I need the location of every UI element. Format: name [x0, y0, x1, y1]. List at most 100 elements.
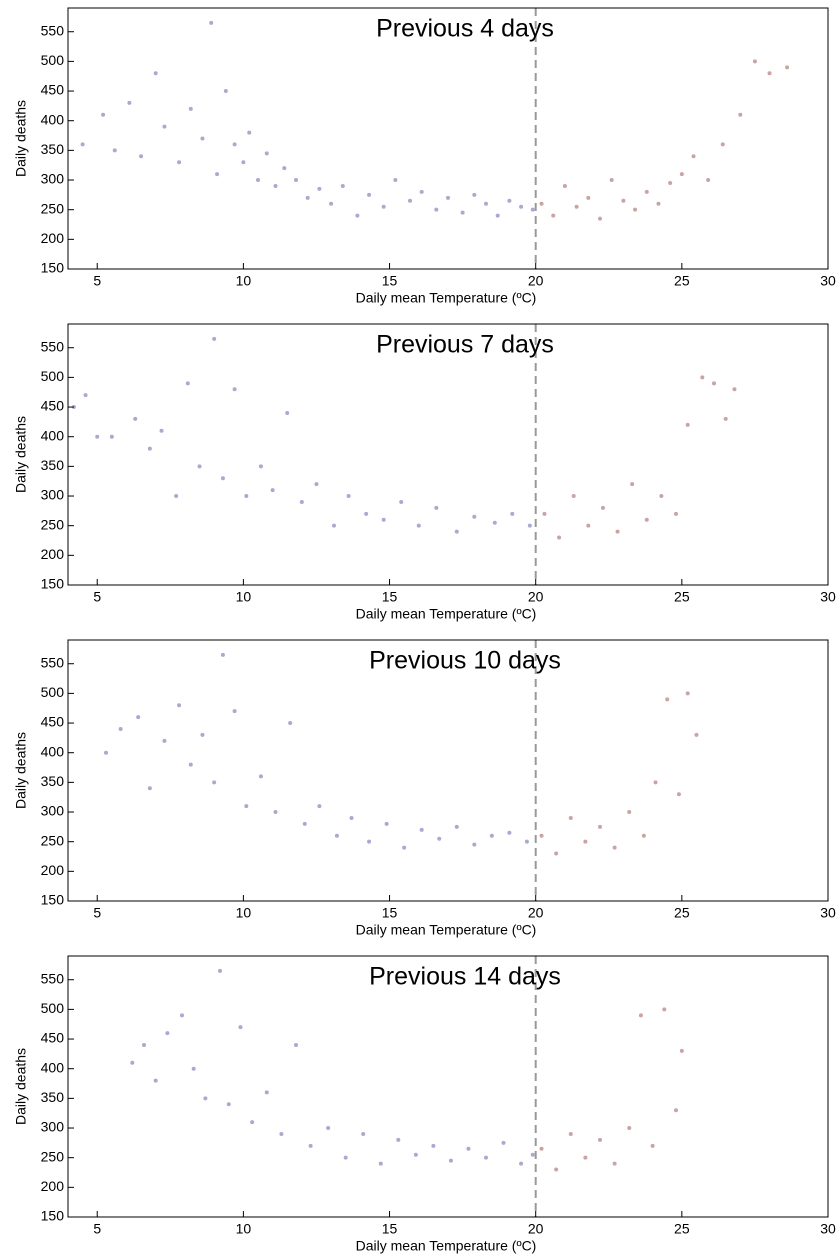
point [466, 1146, 471, 1151]
point [641, 833, 646, 838]
y-tick-label: 250 [41, 1148, 65, 1164]
point [334, 833, 339, 838]
point [153, 71, 158, 76]
point [273, 810, 278, 815]
point [568, 815, 573, 820]
point [314, 482, 319, 487]
y-tick-label: 300 [41, 171, 65, 187]
point [200, 136, 205, 141]
point [384, 821, 389, 826]
point [302, 821, 307, 826]
point [484, 1155, 488, 1160]
point [329, 201, 334, 206]
point [247, 130, 252, 135]
point [250, 1120, 255, 1125]
point [393, 178, 398, 183]
x-tick-label: 30 [820, 273, 836, 289]
point [460, 210, 465, 215]
point [191, 1066, 196, 1071]
point [162, 738, 167, 743]
point [364, 511, 369, 516]
point [165, 1031, 170, 1036]
point [279, 1131, 284, 1136]
x-tick-label: 25 [674, 905, 690, 921]
point [346, 494, 351, 499]
x-tick-label: 25 [674, 589, 690, 605]
point [752, 59, 757, 64]
point [139, 154, 144, 159]
point [343, 1155, 348, 1160]
x-axis-label: Daily mean Temperature (ºC) [356, 922, 537, 938]
point [180, 1013, 184, 1018]
y-tick-label: 400 [41, 1059, 65, 1075]
point [200, 732, 205, 737]
point [539, 833, 544, 838]
point [524, 839, 529, 844]
point [685, 691, 690, 696]
point [147, 446, 152, 451]
point [349, 815, 354, 820]
point [732, 387, 737, 392]
point [676, 792, 681, 797]
point [340, 183, 345, 188]
point [408, 198, 412, 203]
chart-title: Previous 14 days [369, 963, 561, 991]
y-tick-label: 200 [41, 862, 65, 878]
y-tick-label: 550 [41, 970, 65, 986]
point [694, 732, 699, 737]
x-tick-label: 30 [820, 905, 836, 921]
point [638, 1013, 643, 1018]
point [644, 189, 649, 194]
point [448, 1158, 453, 1163]
point [598, 1137, 602, 1142]
point [367, 839, 372, 844]
point [285, 410, 290, 415]
point [244, 804, 249, 809]
point [317, 804, 322, 809]
y-tick-label: 350 [41, 141, 65, 157]
point [80, 142, 85, 147]
point [215, 172, 220, 177]
point [130, 1060, 135, 1065]
y-tick-label: 350 [41, 773, 65, 789]
point [674, 1108, 678, 1113]
y-tick-label: 550 [41, 338, 65, 354]
point [273, 183, 278, 188]
x-tick-label: 15 [382, 273, 398, 289]
point [434, 207, 439, 212]
point [288, 721, 293, 726]
point [101, 112, 106, 117]
point [299, 499, 304, 504]
point [446, 195, 450, 200]
point [706, 178, 711, 183]
point [542, 511, 547, 516]
point [530, 207, 535, 212]
y-tick-label: 300 [41, 487, 65, 503]
point [554, 851, 559, 856]
x-tick-label: 25 [674, 273, 690, 289]
y-tick-label: 250 [41, 200, 65, 216]
point [785, 65, 790, 70]
point [212, 780, 217, 785]
point [674, 511, 678, 516]
point [212, 336, 217, 341]
point [258, 464, 263, 469]
point [434, 505, 439, 510]
point [153, 1078, 158, 1083]
point [133, 416, 138, 421]
y-tick-label: 200 [41, 546, 65, 562]
point [738, 112, 743, 117]
point [644, 517, 649, 522]
point [431, 1143, 436, 1148]
point [185, 381, 190, 386]
x-tick-label: 5 [93, 589, 101, 605]
x-tick-label: 10 [236, 905, 252, 921]
point [177, 160, 182, 165]
point [472, 192, 477, 197]
point [220, 476, 225, 481]
point [396, 1137, 401, 1142]
panel: 5 10 15 20 25 30 150 200 250 300 350 400 450 500 550 Pr… [13, 323, 836, 622]
y-tick-label: 550 [41, 654, 65, 670]
point [112, 148, 117, 153]
